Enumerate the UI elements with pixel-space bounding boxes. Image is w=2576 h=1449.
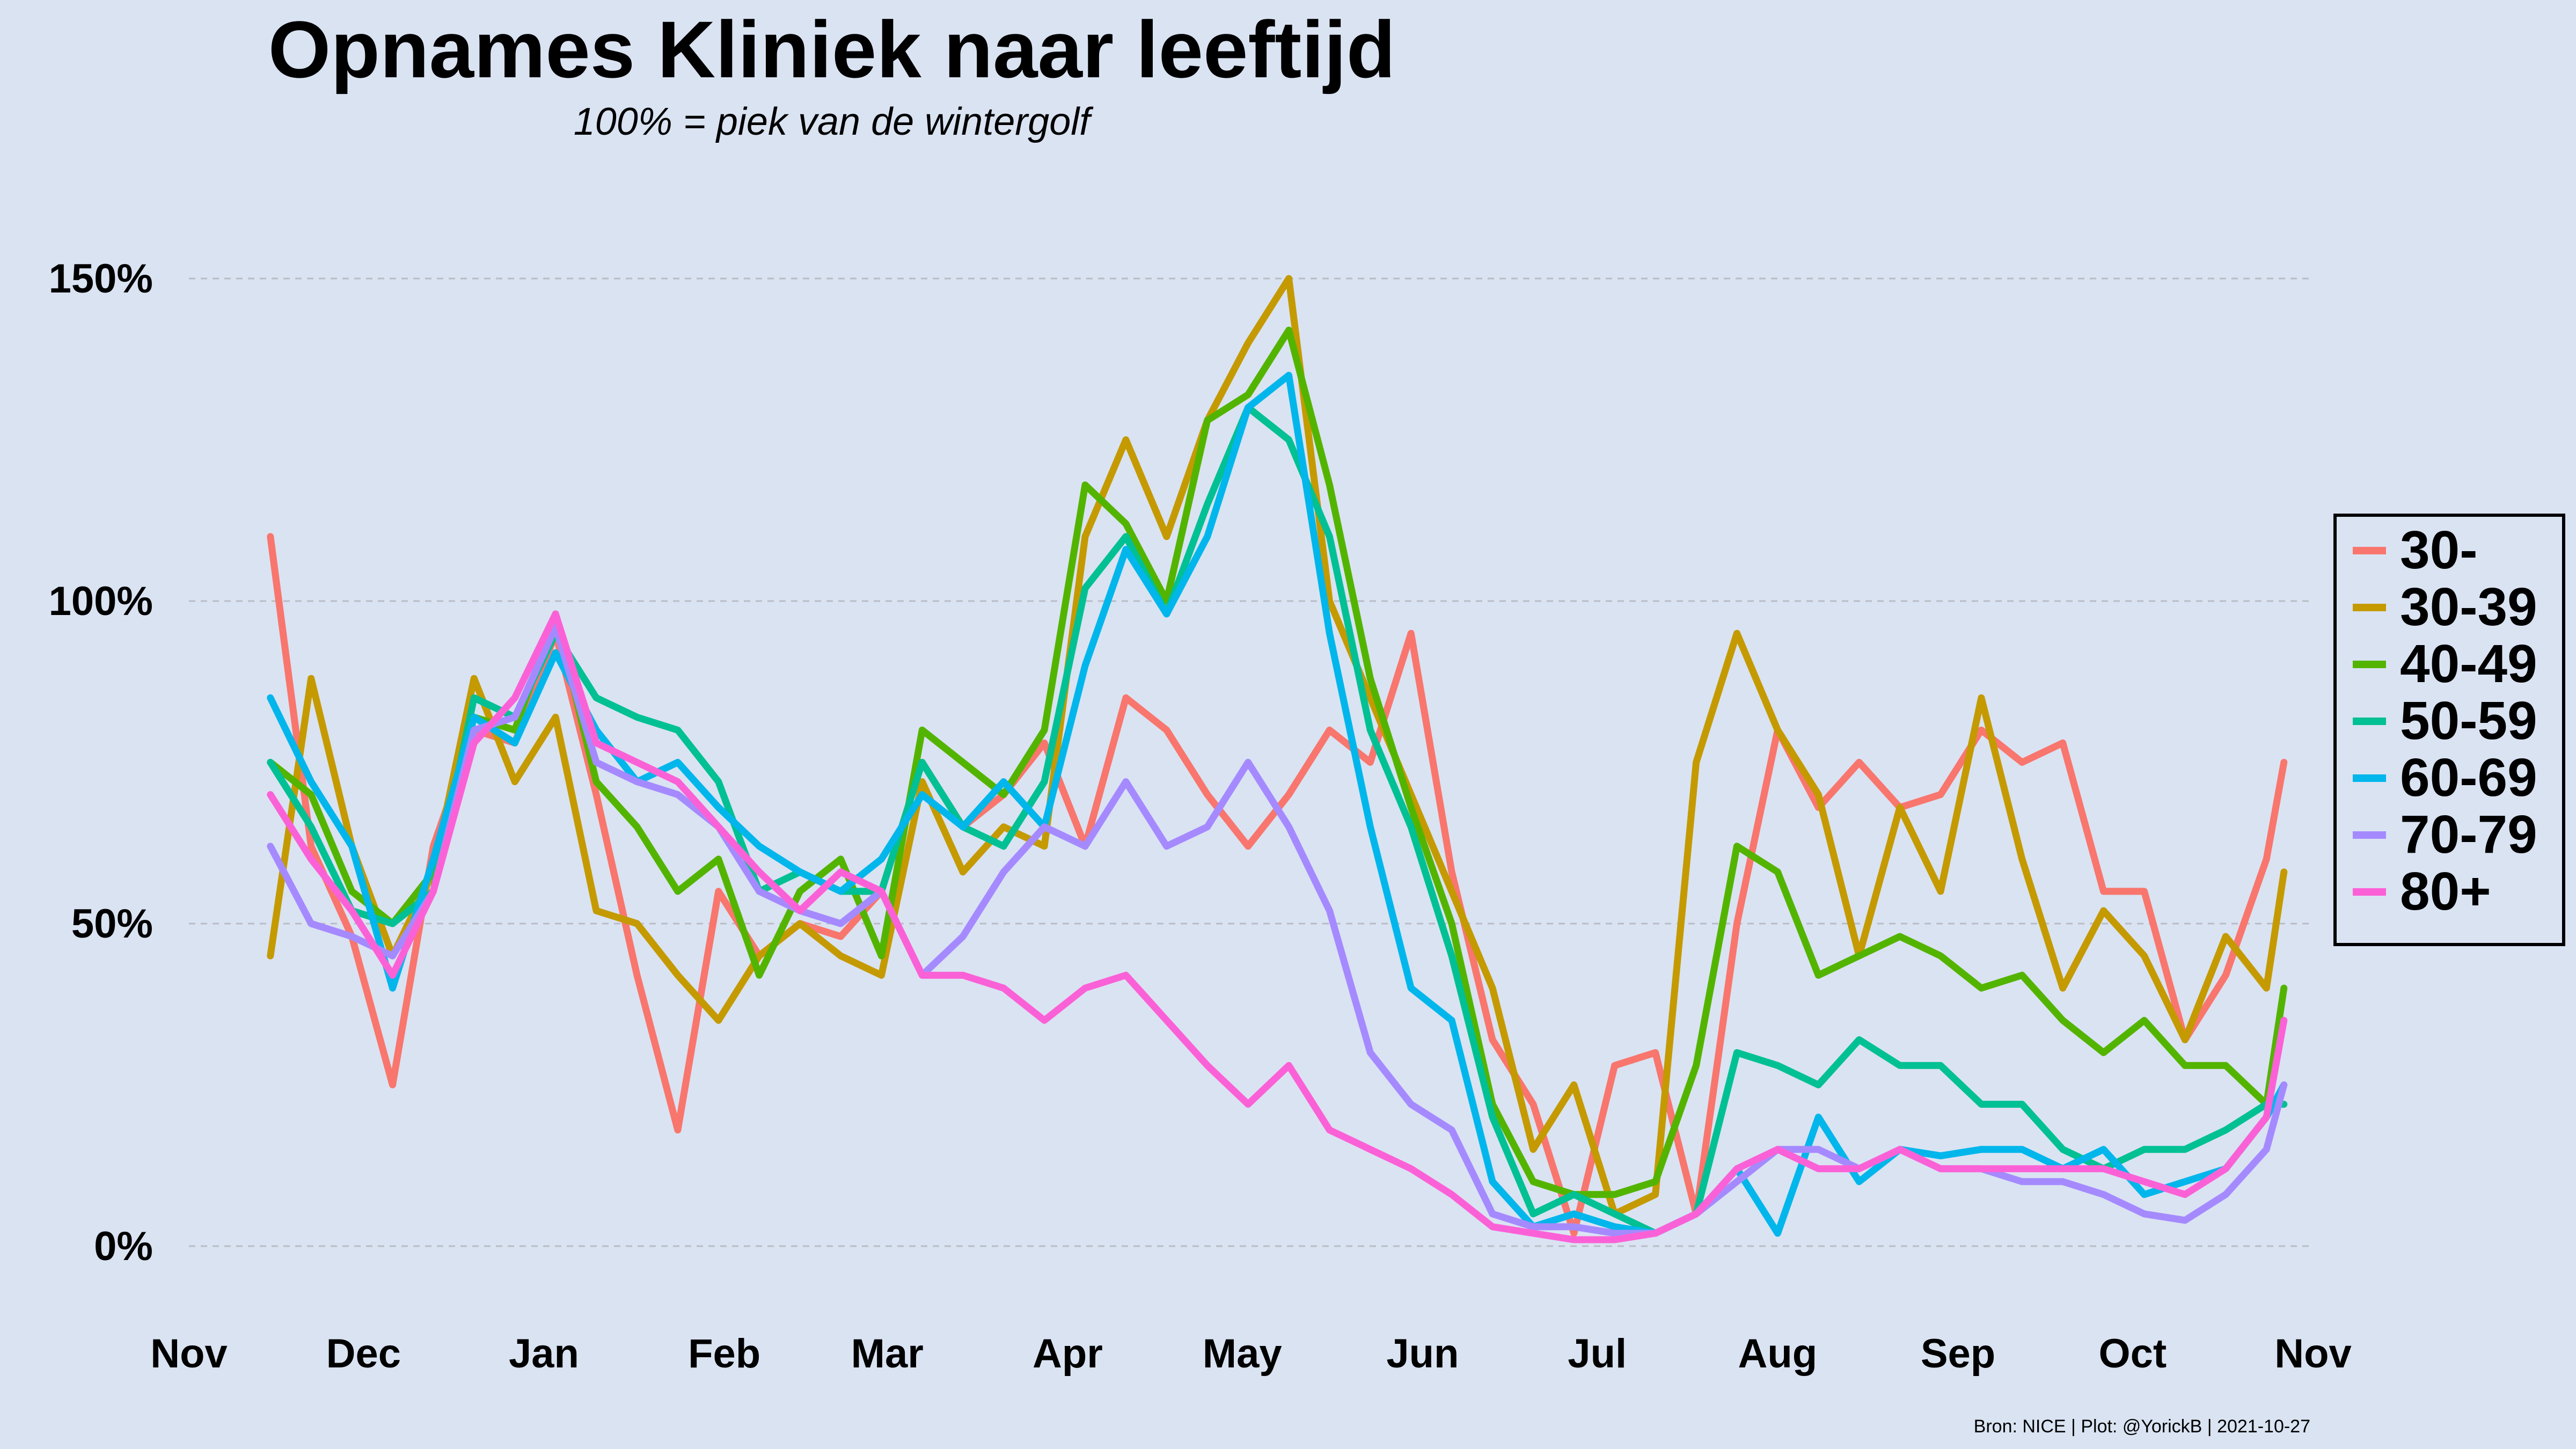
legend-swatch <box>2353 888 2386 896</box>
legend-swatch <box>2353 604 2386 611</box>
x-tick-label: Feb <box>688 1331 760 1377</box>
x-tick-label: May <box>1203 1331 1282 1377</box>
legend-swatch <box>2353 718 2386 725</box>
series-line-80+ <box>267 610 2288 1243</box>
series-line-50-59 <box>267 404 2288 1237</box>
source-caption: Bron: NICE | Plot: @YorickB | 2021-10-27 <box>1973 1416 2310 1437</box>
series-line-30-39 <box>267 275 2288 1218</box>
x-tick-label: Apr <box>1033 1331 1103 1377</box>
x-tick-label: Nov <box>150 1331 228 1377</box>
series-line-30- <box>267 533 2288 1237</box>
legend-label: 30-39 <box>2400 577 2537 637</box>
x-tick-label: Jun <box>1386 1331 1459 1377</box>
legend-item: 80+ <box>2337 862 2562 919</box>
chart-title: Opnames Kliniek naar leeftijd <box>268 4 1396 94</box>
series-line-40-49 <box>267 326 2288 1198</box>
legend: 30- 30-39 40-49 50-59 60-69 70-79 80+ <box>2333 514 2565 946</box>
legend-label: 60-69 <box>2400 748 2537 808</box>
y-tick-label: 0% <box>94 1224 153 1269</box>
legend-label: 80+ <box>2400 861 2491 921</box>
x-tick-label: Dec <box>326 1331 401 1377</box>
series-lines <box>267 275 2288 1243</box>
y-tick-label: 100% <box>49 579 153 624</box>
x-tick-label: Mar <box>851 1331 924 1377</box>
y-axis-ticks: 0% 50% 100% 150% <box>49 256 153 1269</box>
legend-label: 30- <box>2400 520 2478 580</box>
legend-label: 40-49 <box>2400 634 2537 694</box>
legend-item: 30-39 <box>2337 578 2562 635</box>
x-tick-label: Jan <box>509 1331 579 1377</box>
legend-item: 50-59 <box>2337 692 2562 749</box>
x-tick-label: Jul <box>1568 1331 1627 1377</box>
series-line-70-79 <box>267 623 2288 1237</box>
legend-item: 30- <box>2337 521 2562 578</box>
legend-swatch <box>2353 774 2386 782</box>
legend-swatch <box>2353 661 2386 668</box>
x-axis-ticks: Nov Dec Jan Feb Mar Apr May Jun Jul Aug Sep Oct Nov <box>150 1331 2352 1377</box>
x-tick-label: Aug <box>1738 1331 1818 1377</box>
x-tick-label: Sep <box>1921 1331 1995 1377</box>
x-tick-label: Oct <box>2098 1331 2167 1377</box>
legend-label: 50-59 <box>2400 691 2537 751</box>
y-tick-label: 50% <box>71 901 153 947</box>
legend-label: 70-79 <box>2400 804 2537 865</box>
legend-item: 60-69 <box>2337 749 2562 806</box>
chart-subtitle: 100% = piek van de wintergolf <box>573 100 1091 143</box>
legend-item: 40-49 <box>2337 635 2562 692</box>
y-tick-label: 150% <box>49 256 153 302</box>
legend-item: 70-79 <box>2337 806 2562 862</box>
x-tick-label: Nov <box>2274 1331 2352 1377</box>
legend-swatch <box>2353 831 2386 839</box>
legend-swatch <box>2353 547 2386 554</box>
